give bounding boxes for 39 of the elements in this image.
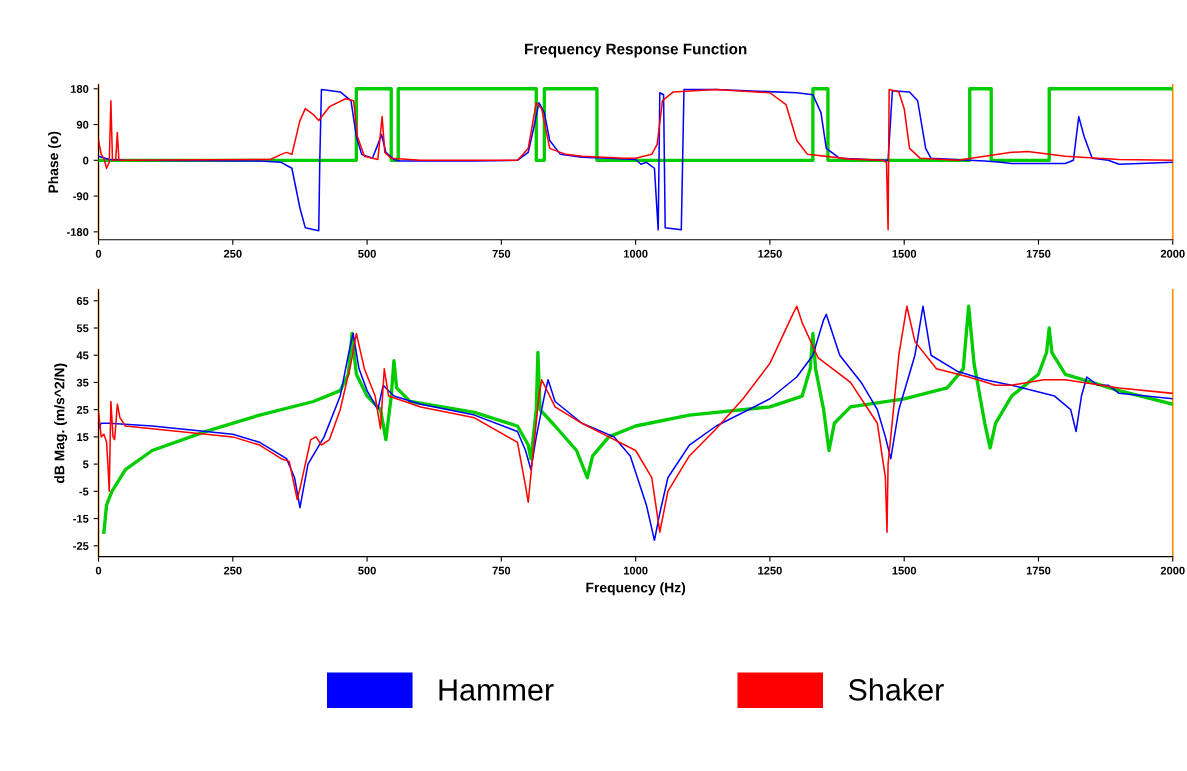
x-tick-label: 2000	[1160, 566, 1185, 575]
x-tick-label: 1000	[623, 566, 648, 575]
x-tick-label: 1000	[623, 249, 648, 258]
y-tick-label: -180	[67, 228, 89, 236]
y-tick-label: 35	[76, 378, 89, 387]
x-tick-label: 500	[358, 249, 376, 258]
y-axis-title: dB Mag. (m/s^2/N)	[54, 363, 68, 484]
y-tick-label: -5	[79, 487, 89, 496]
x-tick-label: 1500	[892, 566, 917, 575]
y-tick-label: -15	[73, 514, 89, 523]
x-tick-label: 250	[223, 249, 242, 258]
x-tick-label: 1250	[758, 249, 782, 258]
y-tick-label: 45	[76, 351, 89, 360]
x-tick-label: 250	[223, 566, 242, 575]
x-tick-label: 1500	[892, 249, 917, 258]
y-axis-title: Phase (o)	[48, 131, 62, 193]
x-tick-label: 750	[492, 566, 511, 575]
x-tick-label: 2000	[1160, 249, 1185, 258]
x-tick-label: 0	[95, 566, 102, 575]
y-tick-label: 65	[76, 297, 89, 305]
y-tick-label: 15	[77, 433, 89, 442]
y-tick-label: 180	[70, 85, 89, 93]
x-tick-label: 750	[492, 249, 511, 258]
y-tick-label: -90	[73, 192, 89, 201]
y-tick-label: -25	[73, 542, 89, 550]
legend-label: Hammer	[439, 679, 554, 701]
x-tick-label: 500	[358, 566, 376, 575]
x-tick-label: 1250	[758, 566, 782, 575]
x-tick-label: 1750	[1026, 566, 1051, 575]
x-tick-label: 0	[95, 249, 102, 258]
y-tick-label: 5	[82, 460, 89, 469]
y-tick-label: 90	[76, 120, 89, 129]
x-tick-label: 1750	[1026, 249, 1051, 258]
x-axis-title: Frequency (Hz)	[586, 582, 686, 596]
legend-label: Shaker	[848, 678, 944, 701]
chart-title: Frequency Response Function	[525, 43, 747, 58]
y-tick-label: 0	[83, 156, 89, 165]
y-tick-label: 55	[76, 324, 89, 333]
y-tick-label: 25	[76, 405, 89, 414]
